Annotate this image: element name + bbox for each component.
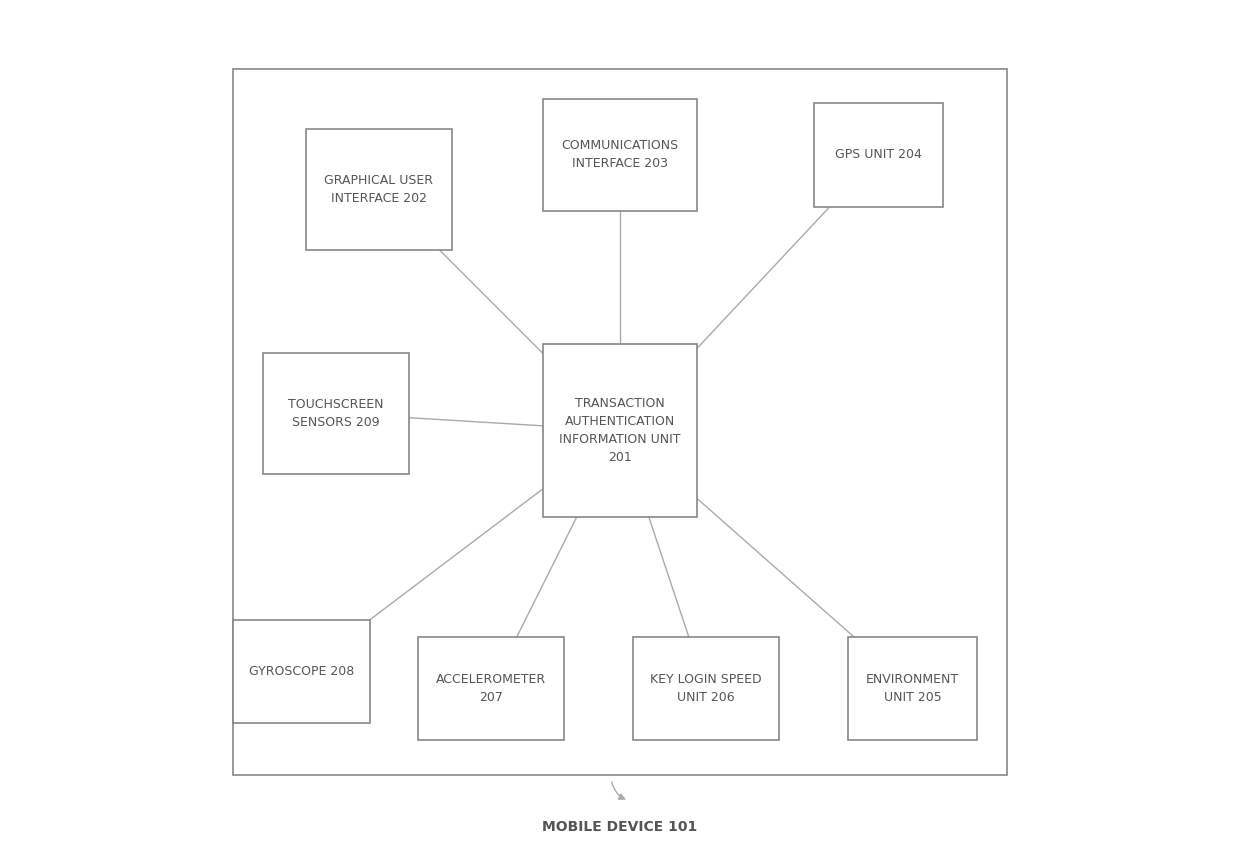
- FancyBboxPatch shape: [263, 353, 409, 474]
- FancyBboxPatch shape: [848, 637, 977, 740]
- FancyBboxPatch shape: [233, 69, 1007, 775]
- Text: GPS UNIT 204: GPS UNIT 204: [835, 148, 921, 162]
- FancyBboxPatch shape: [233, 620, 371, 723]
- Text: GYROSCOPE 208: GYROSCOPE 208: [249, 665, 355, 678]
- Text: TOUCHSCREEN
SENSORS 209: TOUCHSCREEN SENSORS 209: [288, 398, 383, 429]
- Text: COMMUNICATIONS
INTERFACE 203: COMMUNICATIONS INTERFACE 203: [562, 139, 678, 170]
- Text: TRANSACTION
AUTHENTICATION
INFORMATION UNIT
201: TRANSACTION AUTHENTICATION INFORMATION U…: [559, 397, 681, 464]
- FancyBboxPatch shape: [632, 637, 779, 740]
- Text: MOBILE DEVICE 101: MOBILE DEVICE 101: [542, 820, 698, 833]
- FancyBboxPatch shape: [306, 129, 453, 250]
- FancyBboxPatch shape: [543, 99, 697, 211]
- FancyBboxPatch shape: [543, 344, 697, 517]
- Text: ENVIRONMENT
UNIT 205: ENVIRONMENT UNIT 205: [867, 673, 960, 704]
- Text: ACCELEROMETER
207: ACCELEROMETER 207: [435, 673, 546, 704]
- FancyBboxPatch shape: [813, 103, 942, 207]
- FancyBboxPatch shape: [418, 637, 564, 740]
- Text: GRAPHICAL USER
INTERFACE 202: GRAPHICAL USER INTERFACE 202: [325, 174, 434, 205]
- Text: KEY LOGIN SPEED
UNIT 206: KEY LOGIN SPEED UNIT 206: [650, 673, 761, 704]
